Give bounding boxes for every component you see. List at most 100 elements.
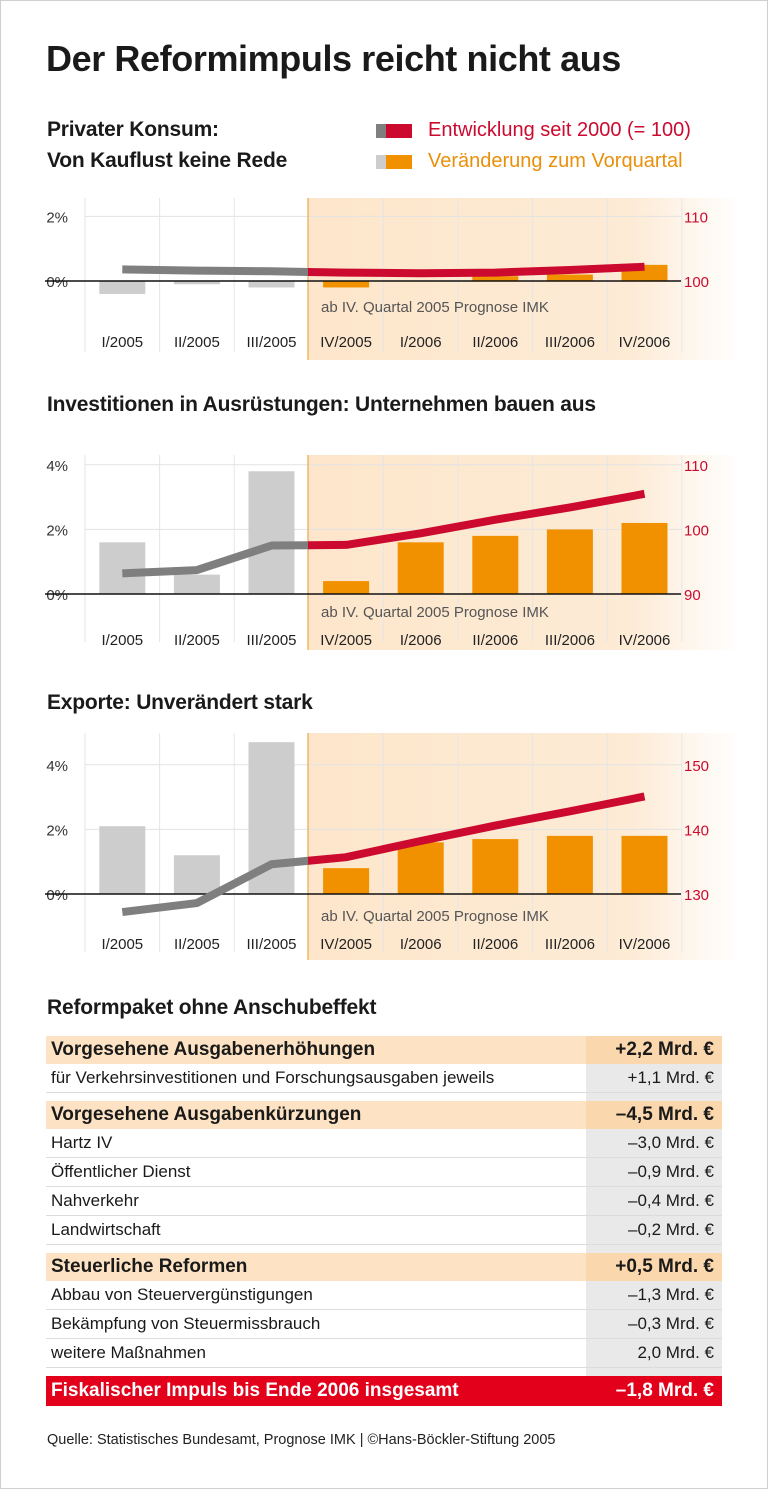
section-label: Vorgesehene Ausgabenerhöhungen: [51, 1039, 376, 1060]
chart-exporte: 0% 2% 4% 130 140 150 ab IV. Quartal 2005 Progn…: [45, 733, 740, 960]
bar-II/2006: [472, 276, 519, 281]
x-tick-label: I/2006: [400, 334, 442, 351]
y-tick-label: 2%: [46, 822, 68, 839]
section-label: Vorgesehene Ausgabenkürzungen: [51, 1104, 362, 1125]
index-line-forecast: [308, 792, 646, 865]
bar-III/2005: [248, 471, 295, 594]
page-title: Der Reformimpuls reicht nicht aus: [46, 38, 621, 79]
y-tick-label: 0%: [46, 587, 68, 604]
row-label: Landwirtschaft: [51, 1220, 161, 1239]
y-tick-label: 2%: [46, 522, 68, 539]
chart1-title-line2: Von Kauflust keine Rede: [47, 149, 288, 172]
row-label: Nahverkehr: [51, 1191, 139, 1210]
bar-II/2006: [472, 839, 519, 894]
row-value: –0,2 Mrd. €: [586, 1216, 722, 1244]
index-line-history: [121, 856, 308, 917]
table-row: Öffentlicher Dienst –0,9 Mrd. €: [46, 1158, 722, 1187]
row-value: –0,9 Mrd. €: [586, 1158, 722, 1186]
x-tick-label: II/2005: [174, 936, 220, 953]
row-label: Öffentlicher Dienst: [51, 1162, 191, 1181]
chart3-title: Exporte: Unverändert stark: [47, 691, 313, 714]
reform-table: Vorgesehene Ausgabenerhöhungen +2,2 Mrd. …: [46, 1036, 722, 1406]
y-tick-label: 0%: [46, 887, 68, 904]
row-label: für Verkehrsinvestitionen und Forschungs…: [51, 1068, 495, 1087]
x-tick-label: II/2006: [472, 632, 518, 649]
index-line-history: [122, 265, 308, 276]
x-tick-label: IV/2005: [320, 334, 372, 351]
x-tick-label: IV/2006: [619, 632, 671, 649]
row-label: Hartz IV: [51, 1133, 113, 1152]
legend-label: Veränderung zum Vorquartal: [428, 150, 683, 172]
bar-III/2006: [546, 835, 593, 894]
bar-II/2005: [173, 855, 220, 894]
x-tick-label: III/2005: [246, 632, 296, 649]
x-tick-label: II/2005: [174, 334, 220, 351]
forecast-area: [308, 733, 740, 960]
bar-II/2005: [173, 281, 220, 285]
bar-IV/2006: [621, 522, 668, 594]
bar-III/2005: [248, 281, 295, 288]
table-row: für Verkehrsinvestitionen und Forschungs…: [46, 1064, 722, 1093]
x-tick-label: III/2006: [545, 936, 595, 953]
section-header: Steuerliche Reformen +0,5 Mrd. €: [46, 1253, 722, 1281]
y2-tick-label: 110: [684, 458, 708, 475]
row-value: –1,3 Mrd. €: [586, 1281, 722, 1309]
y-tick-label: 4%: [46, 758, 68, 775]
bar-I/2006: [397, 542, 444, 594]
row-value: –0,4 Mrd. €: [586, 1187, 722, 1215]
bar-IV/2005: [323, 581, 370, 594]
section-value: +2,2 Mrd. €: [586, 1036, 722, 1064]
forecast-note: ab IV. Quartal 2005 Prognose IMK: [321, 299, 549, 316]
x-tick-label: I/2006: [400, 632, 442, 649]
table-row: Landwirtschaft –0,2 Mrd. €: [46, 1216, 722, 1245]
bar-III/2006: [546, 529, 593, 594]
bar-IV/2006: [621, 835, 668, 894]
legend-label: Entwicklung seit 2000 (= 100): [428, 119, 691, 141]
bar-I/2005: [99, 281, 146, 294]
row-value: –3,0 Mrd. €: [586, 1129, 722, 1157]
section-header: Vorgesehene Ausgabenkürzungen –4,5 Mrd. €: [46, 1101, 722, 1129]
section-header: Vorgesehene Ausgabenerhöhungen +2,2 Mrd. …: [46, 1036, 722, 1064]
y2-tick-label: 100: [684, 274, 709, 291]
table-row: Nahverkehr –0,4 Mrd. €: [46, 1187, 722, 1216]
bar-II/2005: [173, 574, 220, 594]
bar-IV/2005: [323, 868, 370, 894]
row-label: Bekämpfung von Steuermissbrauch: [51, 1314, 321, 1333]
forecast-area: [308, 455, 740, 650]
x-tick-label: IV/2005: [320, 632, 372, 649]
x-tick-label: IV/2006: [619, 936, 671, 953]
bar-IV/2005: [323, 281, 370, 288]
x-tick-label: III/2005: [246, 936, 296, 953]
bar-I/2006: [397, 842, 444, 894]
legend-item-change: Veränderung zum Vorquartal: [376, 150, 683, 173]
forecast-note: ab IV. Quartal 2005 Prognose IMK: [321, 604, 549, 621]
total-value: –1,8 Mrd. €: [586, 1376, 722, 1406]
chart1-title-line1: Privater Konsum:: [47, 118, 219, 141]
table-row: Hartz IV –3,0 Mrd. €: [46, 1129, 722, 1158]
y-tick-label: 4%: [46, 458, 68, 475]
x-tick-label: II/2005: [174, 632, 220, 649]
x-tick-label: I/2005: [101, 632, 143, 649]
x-tick-label: III/2006: [545, 632, 595, 649]
index-line-forecast: [308, 262, 645, 278]
x-tick-label: I/2006: [400, 936, 442, 953]
table-title: Reformpaket ohne Anschubeffekt: [47, 996, 377, 1019]
row-value: +1,1 Mrd. €: [586, 1064, 722, 1092]
x-tick-label: II/2006: [472, 936, 518, 953]
row-label: weitere Maßnahmen: [51, 1343, 206, 1362]
x-tick-label: IV/2006: [619, 334, 671, 351]
y-tick-label: 0%: [46, 274, 68, 291]
chart-investitionen: 0% 2% 4% 90 100 110 ab IV. Quartal 2005 Progno…: [45, 455, 740, 650]
bar-II/2006: [472, 535, 519, 594]
section-value: –4,5 Mrd. €: [586, 1101, 722, 1129]
y2-tick-label: 130: [684, 887, 709, 904]
bar-I/2005: [99, 542, 146, 594]
legend-swatch-line: [376, 123, 412, 138]
total-label: Fiskalischer Impuls bis Ende 2006 insges…: [51, 1380, 459, 1401]
y2-tick-label: 100: [684, 522, 709, 539]
y2-tick-label: 90: [684, 587, 701, 604]
bar-III/2006: [546, 274, 593, 281]
index-line-forecast: [308, 489, 646, 550]
x-tick-label: I/2005: [101, 334, 143, 351]
x-tick-label: IV/2005: [320, 936, 372, 953]
